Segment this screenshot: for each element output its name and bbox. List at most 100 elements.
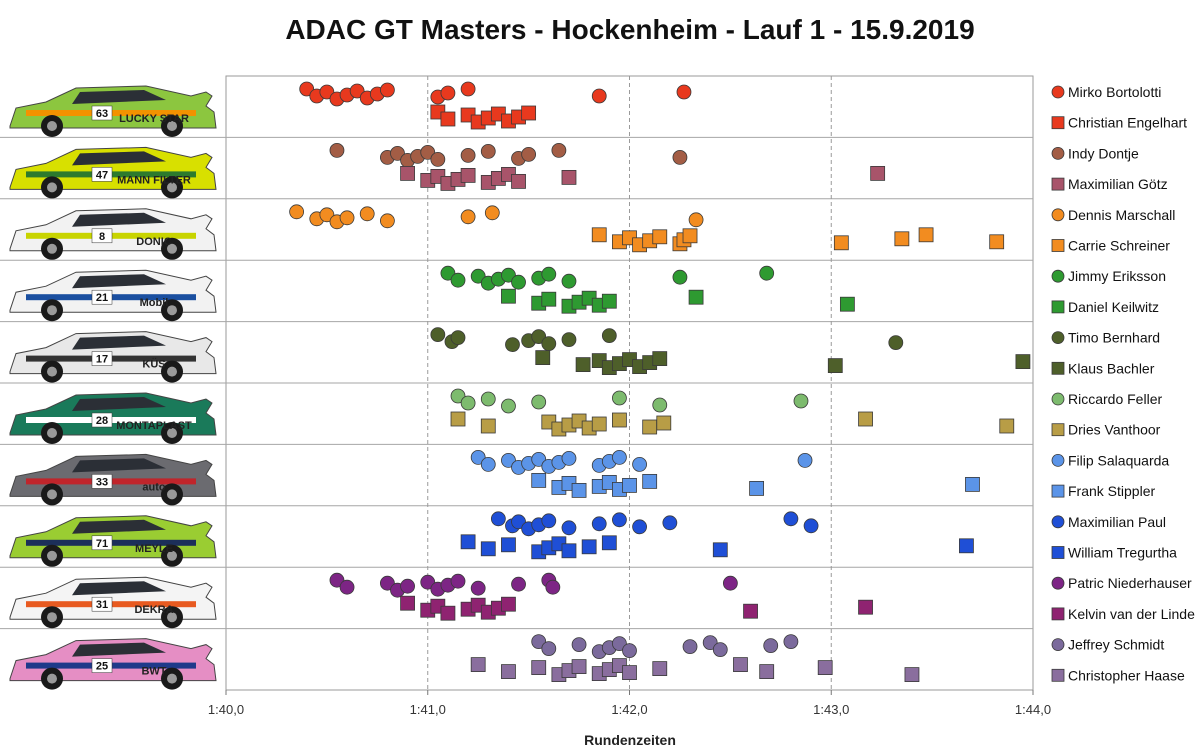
data-point-9 (652, 351, 668, 367)
data-point-0 (379, 82, 395, 98)
data-point-2 (460, 147, 476, 163)
data-point-19 (904, 667, 920, 682)
car-image-1: 63 LUCKY STAR (9, 85, 217, 137)
data-point-16 (470, 580, 486, 596)
data-point-18 (702, 635, 718, 650)
car-number: 63 (96, 108, 108, 120)
car-body (9, 576, 217, 620)
legend-marker (1051, 453, 1065, 467)
data-point-5 (652, 229, 668, 245)
data-point-6 (470, 268, 486, 284)
data-point-7 (688, 289, 704, 305)
car-window (72, 642, 166, 657)
data-point-9 (827, 358, 843, 374)
data-point-17 (743, 603, 758, 619)
data-point-6 (511, 274, 526, 290)
car-sponsor-label: DEKRA (134, 604, 173, 616)
data-point-18 (682, 639, 698, 654)
data-point-5 (591, 227, 607, 243)
data-point-12 (480, 456, 496, 472)
legend-marker (1051, 576, 1065, 590)
car-body (9, 453, 217, 497)
legend-label: Frank Stippler (1068, 483, 1155, 499)
car-number-plate (91, 351, 113, 366)
data-point-4 (359, 206, 375, 222)
legend-marker (1051, 484, 1065, 498)
legend-label: Filip Salaquarda (1068, 452, 1169, 468)
data-point-9 (575, 357, 591, 373)
data-point-4 (460, 209, 476, 225)
x-axis-label: Rundenzeiten (584, 732, 676, 748)
data-point-4 (289, 204, 305, 220)
data-point-11 (858, 411, 873, 427)
car-image-5: 17 KÜS (9, 331, 217, 383)
data-point-12 (470, 449, 486, 465)
car-window (72, 90, 166, 104)
car-body (9, 208, 217, 252)
data-point-6 (759, 265, 775, 281)
data-point-6 (450, 272, 466, 288)
car-sponsor-label: Mobil (140, 297, 169, 309)
car-sponsor-label: MEYLE (135, 543, 173, 555)
data-point-6 (561, 273, 577, 289)
data-point-19 (652, 661, 668, 676)
car-hub (167, 243, 177, 254)
data-point-10 (450, 388, 466, 404)
data-point-2 (390, 145, 405, 161)
data-point-2 (551, 142, 567, 158)
car-number: 33 (96, 476, 108, 488)
car-image-6: 28 MONTAPLAST (9, 392, 217, 444)
data-point-15 (561, 543, 577, 559)
data-point-12 (632, 456, 647, 472)
data-point-7 (601, 293, 617, 309)
legend-marker (1051, 208, 1065, 222)
car-number-plate (91, 412, 113, 428)
legend-label: Carrie Schreiner (1068, 238, 1170, 254)
car-number-plate (91, 474, 113, 489)
data-point-14 (632, 519, 647, 535)
data-point-5 (894, 231, 910, 247)
data-point-18 (612, 636, 627, 651)
data-point-15 (460, 534, 476, 550)
legend-marker (1051, 668, 1065, 682)
car-window (72, 458, 166, 473)
data-point-0 (319, 84, 335, 100)
car-sponsor-label: auto (142, 481, 166, 493)
car-hub (47, 550, 57, 561)
car-sponsor-label: BWT (141, 666, 166, 678)
data-point-4 (339, 210, 355, 226)
car-number: 28 (96, 415, 108, 427)
data-point-11 (450, 411, 466, 427)
data-point-17 (440, 605, 456, 621)
data-point-4 (379, 213, 395, 229)
data-point-16 (545, 579, 561, 595)
car-number-plate (91, 596, 113, 612)
car-number-plate (91, 289, 113, 305)
data-point-17 (858, 599, 873, 615)
data-point-1 (440, 111, 456, 127)
data-point-18 (622, 643, 637, 658)
data-point-5 (833, 235, 849, 251)
data-point-15 (959, 538, 974, 554)
data-point-18 (571, 637, 587, 652)
data-point-14 (591, 516, 607, 532)
car-number-plate (91, 658, 113, 673)
car-sponsor-label: KÜS (142, 358, 165, 371)
car-image-7: 33 auto (9, 453, 217, 506)
legend-marker (1051, 361, 1065, 375)
data-point-0 (676, 84, 692, 100)
legend-label: Christian Engelhart (1068, 115, 1187, 131)
data-point-7 (541, 291, 557, 307)
x-tick-label: 1:41,0 (410, 702, 446, 717)
data-point-15 (501, 537, 516, 553)
car-hub (47, 243, 57, 254)
data-point-18 (783, 634, 799, 649)
data-point-13 (531, 472, 547, 488)
data-point-19 (571, 659, 587, 674)
legend-label: Timo Bernhard (1068, 330, 1160, 346)
data-point-15 (601, 535, 617, 551)
car-hub (167, 673, 177, 684)
legend-label: William Tregurtha (1068, 545, 1177, 561)
data-point-11 (656, 415, 672, 431)
data-point-3 (460, 167, 476, 183)
